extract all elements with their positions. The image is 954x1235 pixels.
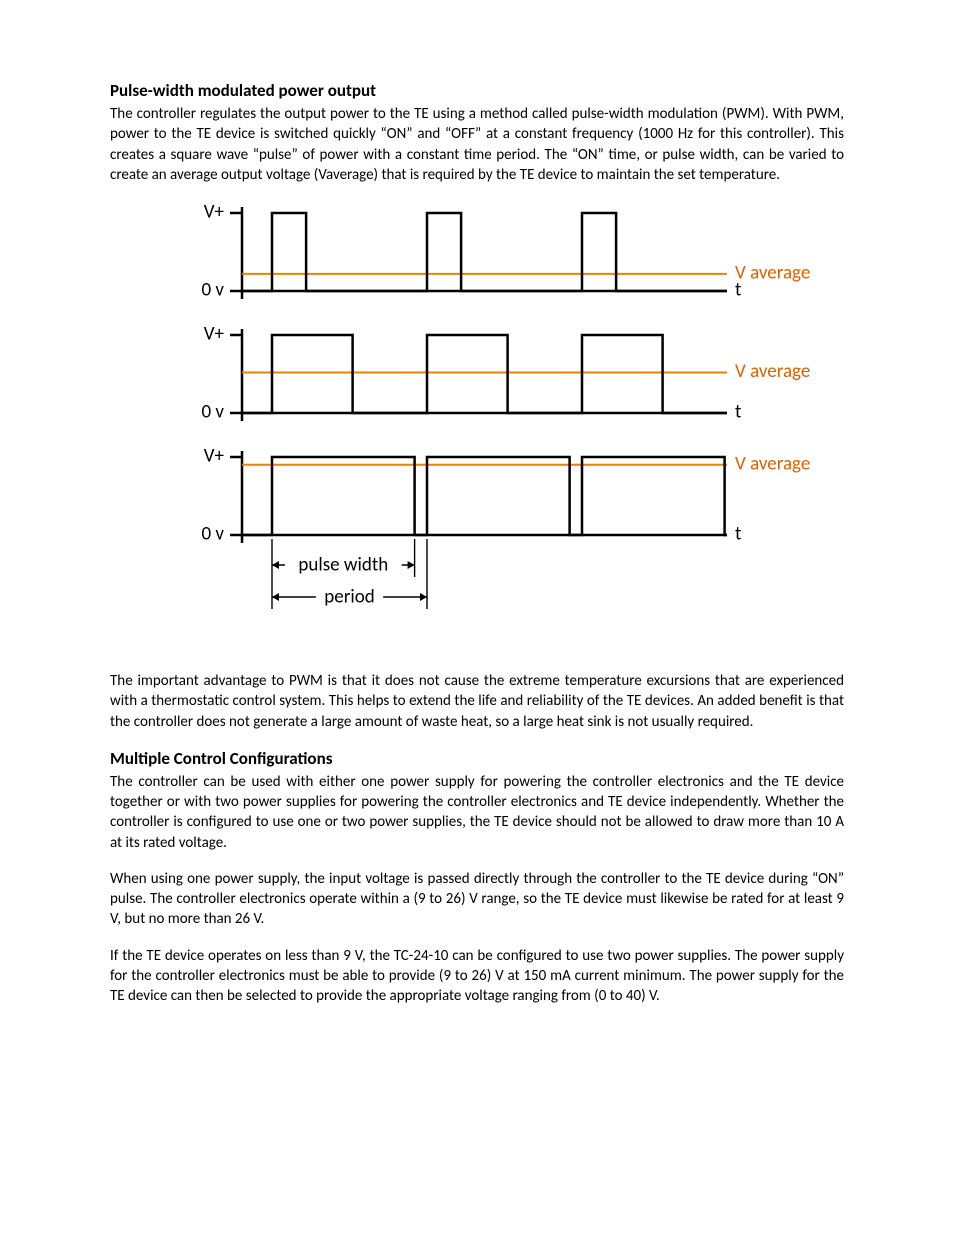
svg-text:0 v: 0 v (201, 279, 224, 302)
svg-text:t: t (735, 401, 742, 424)
section1-heading: Pulse-width modulated power output (110, 80, 844, 101)
svg-text:pulse width: pulse width (298, 554, 388, 577)
section2-heading: Multiple Control Configurations (110, 748, 844, 769)
svg-text:V average: V average (735, 452, 810, 475)
svg-text:0 v: 0 v (201, 523, 224, 546)
section2-para3: If the TE device operates on less than 9… (110, 946, 844, 1007)
svg-text:V average: V average (735, 360, 810, 383)
document-page: Pulse-width modulated power output The c… (0, 0, 954, 1235)
svg-text:V+: V+ (204, 323, 225, 346)
svg-text:t: t (735, 523, 742, 546)
svg-text:V+: V+ (204, 445, 225, 468)
svg-text:V+: V+ (204, 201, 225, 224)
section2-para1: The controller can be used with either o… (110, 772, 844, 853)
pwm-diagram: V+0 vV averagetV+0 vV averagetV+0 vV ave… (137, 201, 817, 651)
svg-text:V average: V average (735, 261, 810, 284)
svg-text:0 v: 0 v (201, 401, 224, 424)
svg-text:t: t (735, 279, 742, 302)
section1-para1: The controller regulates the output powe… (110, 104, 844, 185)
section2-para2: When using one power supply, the input v… (110, 869, 844, 930)
pwm-diagram-container: V+0 vV averagetV+0 vV averagetV+0 vV ave… (110, 201, 844, 651)
svg-text:period: period (324, 586, 374, 609)
section1-para2: The important advantage to PWM is that i… (110, 671, 844, 732)
